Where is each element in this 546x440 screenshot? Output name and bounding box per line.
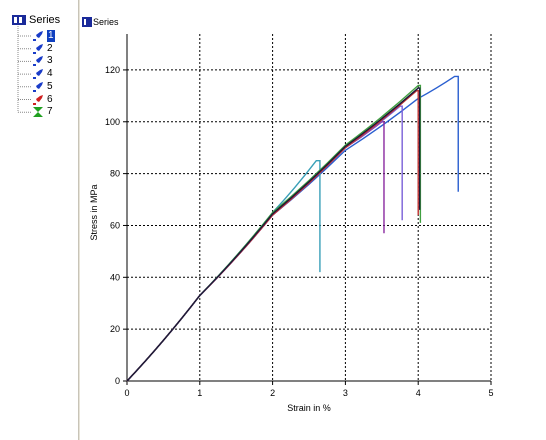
x-axis-label: Strain in % (287, 403, 331, 413)
green-hourglass-icon (33, 107, 43, 118)
x-tick-label: 4 (416, 388, 421, 398)
tree-item-label: 1 (47, 30, 55, 42)
y-tick-label: 80 (110, 169, 120, 179)
tree-item-label: 2 (47, 42, 53, 54)
tree-item-series-3[interactable]: 3 (32, 55, 53, 67)
series-folder-icon (12, 15, 26, 25)
blue-specimen-icon (33, 43, 43, 54)
x-tick-label: 5 (488, 388, 493, 398)
series-chart-icon (82, 17, 92, 27)
tree-item-series-5[interactable]: 5 (32, 81, 53, 93)
y-tick-label: 60 (110, 220, 120, 230)
tree-item-series-7[interactable]: 7 (32, 106, 53, 118)
x-tick-label: 1 (197, 388, 202, 398)
tree-item-label: 5 (47, 80, 53, 92)
blue-specimen-icon (33, 81, 43, 92)
tree-item-label: 6 (47, 93, 53, 105)
y-tick-label: 120 (105, 65, 120, 75)
y-axis-label: Stress in MPa (89, 184, 99, 240)
blue-specimen-icon (33, 69, 43, 80)
series-7-curve (126, 87, 421, 382)
x-tick-label: 3 (343, 388, 348, 398)
tree-item-label: 3 (47, 55, 53, 67)
tree-root-label: Series (29, 14, 61, 26)
panel-splitter[interactable] (78, 0, 81, 440)
tree-item-label: 7 (47, 106, 53, 118)
chart-header-label: Series (93, 17, 119, 27)
stress-strain-chart: 0 1 2 3 4 5 0 20 40 60 80 100 120 Strain in % Stress i… (89, 34, 494, 413)
tree-item-series-1[interactable]: 1 (32, 30, 55, 42)
x-tick-label: 0 (124, 388, 129, 398)
tree-item-series-2[interactable]: 2 (32, 43, 53, 55)
y-tick-label: 20 (110, 324, 120, 334)
y-tick-label: 40 (110, 272, 120, 282)
tree-connector-lines (17, 26, 31, 113)
tree-item-label: 4 (47, 68, 53, 80)
tree-item-series-4[interactable]: 4 (32, 68, 53, 80)
y-tick-label: 100 (105, 117, 120, 127)
series-4-curve (126, 105, 403, 382)
y-tick-label: 0 (115, 376, 120, 386)
chart-header: Series (82, 16, 119, 28)
tree-item-series-6[interactable]: 6 (32, 94, 53, 106)
red-specimen-icon (33, 94, 43, 105)
blue-specimen-icon (33, 31, 43, 41)
x-tick-label: 2 (270, 388, 275, 398)
tree-root-series[interactable]: Series (12, 14, 60, 26)
blue-specimen-icon (33, 56, 43, 67)
